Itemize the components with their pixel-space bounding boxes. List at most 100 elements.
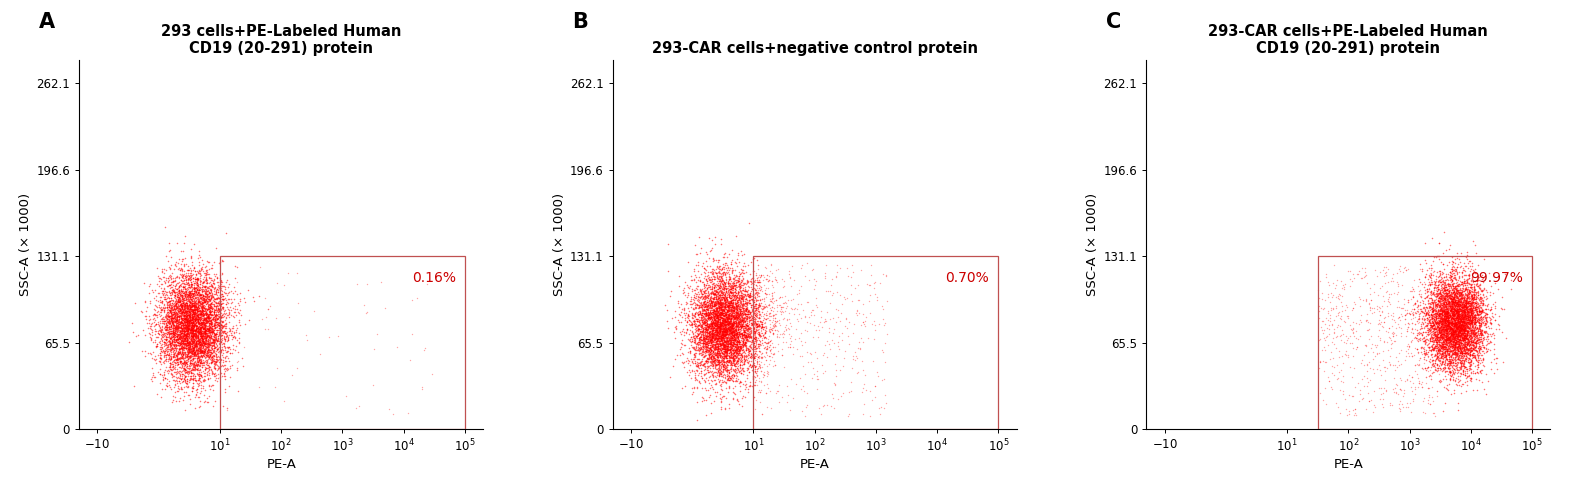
Point [713,327,739,335]
Point [168,264,193,272]
Point [1440,276,1465,284]
Point [1451,337,1476,345]
Point [1455,331,1481,339]
Point [713,370,739,378]
Point [1459,351,1484,359]
Point [146,368,171,376]
Point [1440,370,1465,378]
Point [1452,333,1478,341]
Point [188,283,214,291]
Point [706,279,731,287]
Point [169,291,195,299]
Point [729,350,755,358]
Point [679,320,704,328]
Point [155,291,180,299]
Point [184,291,209,299]
Point [168,322,193,330]
Point [190,292,215,300]
Point [1405,361,1430,369]
Point [707,339,732,347]
Point [701,266,726,274]
Point [1438,321,1463,329]
Point [1438,333,1463,341]
Point [214,329,239,337]
Point [182,312,207,320]
Point [1433,344,1459,352]
Point [1441,271,1467,279]
Point [182,313,207,321]
Point [1424,328,1449,336]
Point [1427,340,1452,348]
Point [713,294,739,302]
Point [1411,349,1436,357]
Point [1427,309,1452,317]
Point [698,289,723,297]
Point [1454,300,1479,308]
Point [1438,305,1463,313]
Point [694,328,720,336]
Point [171,377,196,385]
Point [1448,331,1473,339]
Point [1462,318,1487,326]
Point [185,335,210,343]
Point [149,345,174,353]
Point [691,330,717,338]
Point [171,343,196,351]
Point [1430,325,1455,333]
Point [1452,340,1478,348]
Point [174,324,199,332]
Point [717,312,742,320]
Point [179,337,204,345]
Point [185,266,210,274]
Point [1400,373,1425,381]
Point [174,318,199,326]
Point [209,334,234,342]
Point [1432,348,1457,356]
Point [1435,324,1460,332]
Point [1438,332,1463,340]
Point [1417,400,1443,408]
Point [718,348,744,356]
Point [1433,337,1459,345]
Point [696,332,721,340]
Point [1419,322,1444,330]
Point [1421,316,1446,324]
Point [161,331,187,339]
Point [721,330,747,338]
Point [1441,348,1467,356]
Point [712,300,737,308]
Point [698,268,723,276]
Point [176,308,201,316]
Point [176,313,201,321]
Point [185,333,210,341]
Point [1438,309,1463,317]
Point [690,305,715,313]
Point [1440,315,1465,323]
Point [691,307,717,315]
Point [180,375,206,383]
Point [721,292,747,300]
Point [1454,365,1479,373]
Point [715,361,740,369]
Point [1362,280,1387,288]
Point [707,334,732,342]
Point [739,352,764,360]
Point [1441,358,1467,366]
Point [185,274,210,282]
Point [758,337,783,345]
Point [707,348,732,356]
Point [1441,322,1467,330]
Point [166,318,191,326]
Point [149,311,174,319]
Point [161,338,187,346]
Point [1443,284,1468,292]
Point [1455,362,1481,370]
Point [696,281,721,289]
Point [680,390,706,398]
Point [718,312,744,320]
Point [169,344,195,352]
Point [182,321,207,329]
Point [701,309,726,317]
Point [157,312,182,320]
Point [717,314,742,322]
